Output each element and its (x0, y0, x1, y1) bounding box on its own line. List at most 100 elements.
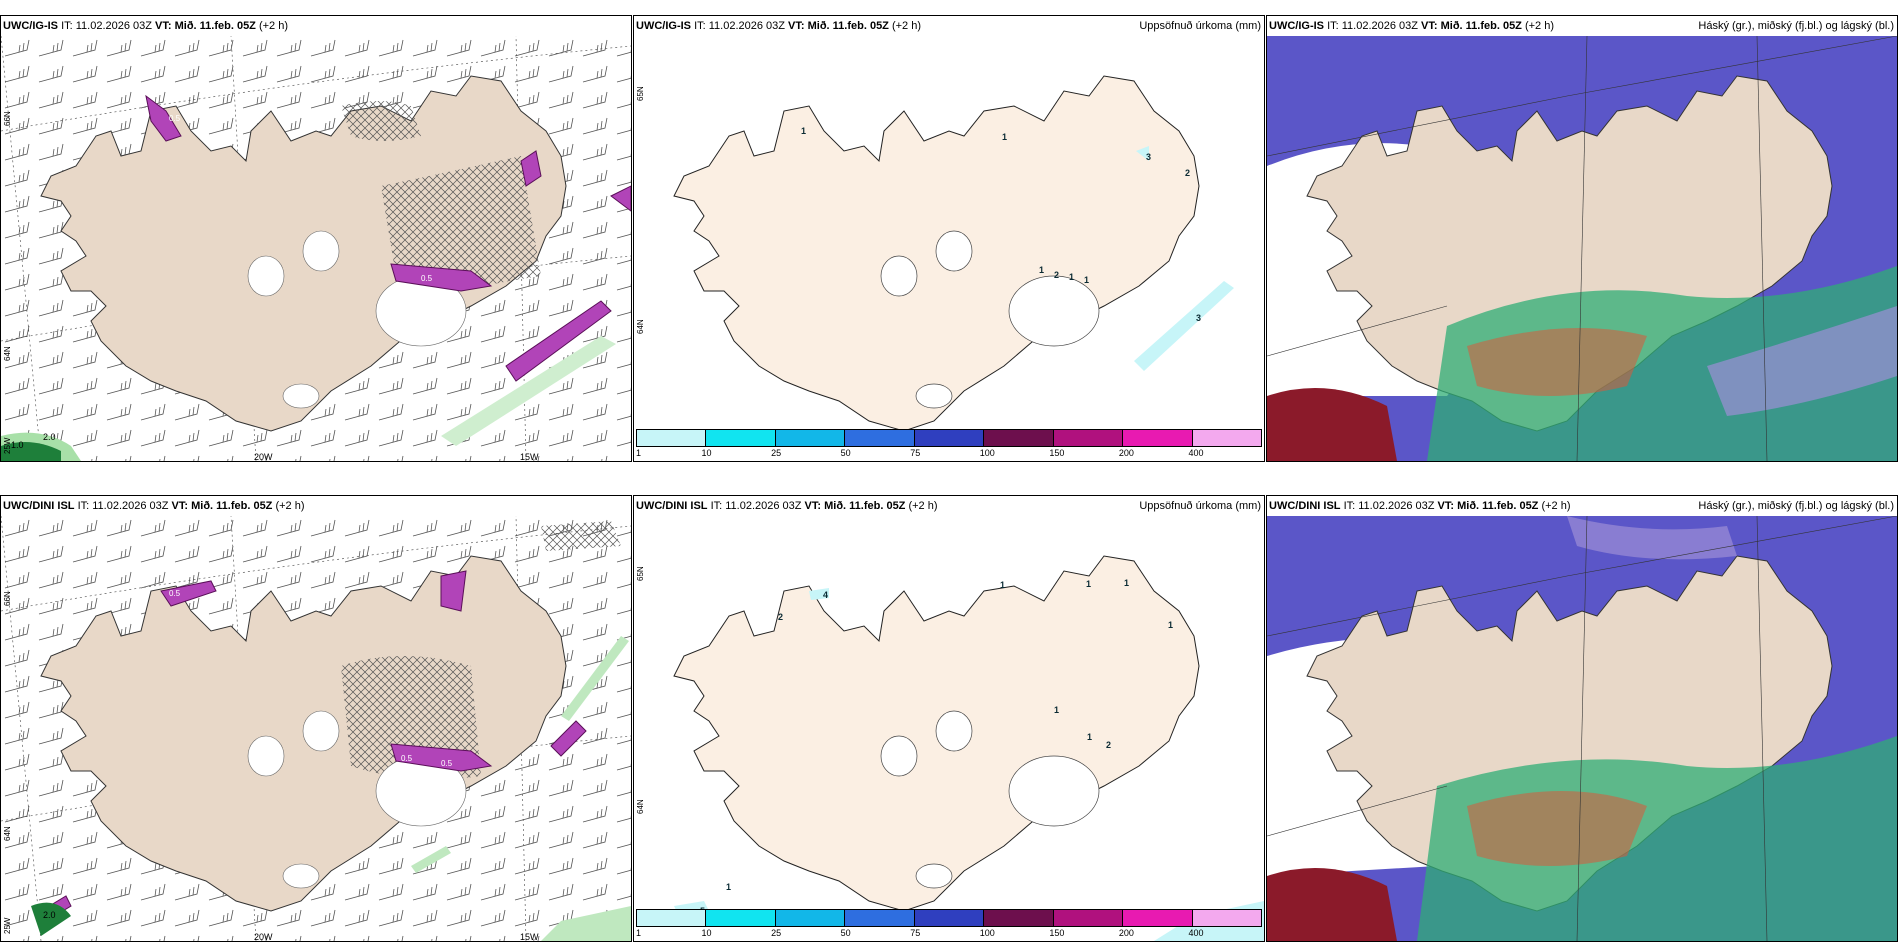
precip-shade (1134, 281, 1234, 371)
legend-swatch (845, 910, 915, 926)
lon-label: 20W (254, 452, 273, 462)
panel-title: Háský (gr.), miðský (fj.bl.) og lágský (… (1698, 20, 1894, 32)
precip-green (441, 336, 616, 446)
legend-swatch (1192, 430, 1261, 446)
legend-ticks: 1 10 25 50 75 100 150 200 400 (636, 447, 1262, 459)
high-cloud-layer (1467, 328, 1647, 396)
lat-label: 64N (3, 826, 12, 841)
boundaries (1267, 516, 1897, 941)
legend-swatch (1123, 910, 1193, 926)
legend-swatch (914, 430, 985, 446)
accum-precip-map[interactable]: 1 1 3 2 1 2 1 1 3 (634, 36, 1264, 461)
legend-tick-label: 1 (636, 448, 642, 458)
low-cloud-layer (1417, 736, 1897, 941)
contour-label: 0.5 (421, 274, 433, 283)
svg-text:1: 1 (1069, 272, 1074, 282)
panel-igis-clouds[interactable]: UWC/IG-IS IT: 11.02.2026 03Z VT: Mið. 11… (1266, 15, 1898, 462)
legend-tick-label: 75 (910, 928, 921, 938)
svg-text:1: 1 (1086, 579, 1091, 589)
legend-swatch (706, 910, 776, 926)
svg-text:4: 4 (823, 590, 828, 600)
panel-title: Uppsöfnuð úrkoma (mm) (1139, 500, 1261, 512)
legend-swatch (914, 910, 985, 926)
lat-label: 66N (3, 591, 12, 606)
precip-legend: 1 10 25 50 75 100 150 200 400 (636, 429, 1262, 459)
low-cloud-layer (1427, 266, 1897, 461)
glaciers (880, 230, 1100, 409)
legend-tick-label: 200 (1118, 448, 1134, 458)
lat-label: 66N (3, 111, 12, 126)
legend-tick-label: 1 (636, 928, 642, 938)
panel-dini-wind-precip[interactable]: UWC/DINI ISL IT: 11.02.2026 03Z VT: Mið.… (0, 495, 632, 942)
mid-cloud-layer (1567, 516, 1737, 560)
boundaries (1267, 36, 1897, 461)
panel-igis-wind-precip[interactable]: UWC/IG-IS IT: 11.02.2026 03Z VT: Mið. 11… (0, 15, 632, 462)
legend-tick-label: 400 (1188, 448, 1204, 458)
wind-precip-map[interactable]: 1.0 2.0 0.5 0.5 (1, 36, 631, 461)
contour-label: 0.5 (169, 589, 181, 598)
hatched-area (341, 101, 421, 141)
legend-swatch (637, 910, 707, 926)
legend-swatch (637, 430, 707, 446)
panel-header: UWC/DINI ISL IT: 11.02.2026 03Z VT: Mið.… (1269, 500, 1571, 512)
svg-text:1: 1 (1000, 580, 1005, 590)
legend-tick-label: 10 (701, 928, 712, 938)
panel-header: UWC/IG-IS IT: 11.02.2026 03Z VT: Mið. 11… (1269, 20, 1555, 32)
wind-precip-map[interactable]: 0.5 2.0 0.5 0.5 (1, 516, 631, 941)
high-cloud-layer (1467, 791, 1647, 866)
legend-swatch (775, 430, 846, 446)
panel-dini-clouds[interactable]: UWC/DINI ISL IT: 11.02.2026 03Z VT: Mið.… (1266, 495, 1898, 942)
legend-tick-label: 50 (840, 928, 851, 938)
contour-label: 0.5 (441, 759, 453, 768)
panel-igis-accum-precip[interactable]: UWC/IG-IS IT: 11.02.2026 03Z VT: Mið. 11… (633, 15, 1265, 462)
panel-header: UWC/DINI ISL IT: 11.02.2026 03Z VT: Mið.… (636, 500, 938, 512)
svg-text:2: 2 (1106, 740, 1111, 750)
contour-label: 0.5 (401, 754, 413, 763)
svg-text:2: 2 (1185, 168, 1190, 178)
contour-label: 0.5 (169, 114, 181, 123)
svg-text:1: 1 (1054, 705, 1059, 715)
svg-text:1: 1 (1124, 578, 1129, 588)
legend-swatch (1053, 430, 1124, 446)
contour-label: 2.0 (43, 432, 56, 442)
legend-swatch (1192, 910, 1261, 926)
svg-text:1: 1 (801, 126, 806, 136)
iceland-land (1306, 75, 1833, 432)
legend-tick-label: 100 (979, 928, 995, 938)
cloud-cover-map[interactable] (1267, 36, 1897, 461)
lon-label: 15W (520, 932, 539, 942)
cloud-cover-map[interactable] (1267, 516, 1897, 941)
precip-values: 1 1 3 2 1 2 1 1 3 (801, 126, 1201, 323)
legend-swatch (1053, 910, 1124, 926)
legend-swatch (984, 430, 1054, 446)
lon-label: 25W (3, 437, 12, 454)
legend-tick-label: 400 (1188, 928, 1204, 938)
high-cloud-layer (1267, 868, 1397, 941)
precip-darkgreen (31, 902, 71, 936)
hatched-area (541, 521, 621, 551)
lat-label: 65N (636, 86, 645, 101)
high-cloud-layer (1267, 388, 1397, 461)
precip-shade (809, 588, 829, 600)
glaciers (247, 710, 467, 889)
precip-legend: 1 10 25 50 75 100 150 200 400 (636, 909, 1262, 939)
svg-text:2: 2 (1054, 270, 1059, 280)
lat-label: 64N (3, 346, 12, 361)
svg-text:3: 3 (1146, 152, 1151, 162)
precip-green (411, 636, 631, 941)
legend-tick-label: 150 (1049, 448, 1065, 458)
panel-header: UWC/DINI ISL IT: 11.02.2026 03Z VT: Mið.… (3, 500, 305, 512)
glaciers (247, 230, 467, 409)
svg-text:1: 1 (1084, 275, 1089, 285)
panel-dini-accum-precip[interactable]: UWC/DINI ISL IT: 11.02.2026 03Z VT: Mið.… (633, 495, 1265, 942)
legend-swatch (845, 430, 915, 446)
legend-tick-label: 50 (840, 448, 851, 458)
svg-text:1: 1 (726, 882, 731, 892)
legend-colorbar (636, 429, 1262, 447)
panel-title: Uppsöfnuð úrkoma (mm) (1139, 20, 1261, 32)
legend-swatch (984, 910, 1054, 926)
svg-text:3: 3 (1196, 313, 1201, 323)
accum-precip-map[interactable]: 4 2 1 1 1 1 1 1 2 5 4 1 (634, 516, 1264, 941)
lat-label: 64N (636, 319, 645, 334)
svg-text:1: 1 (1039, 265, 1044, 275)
